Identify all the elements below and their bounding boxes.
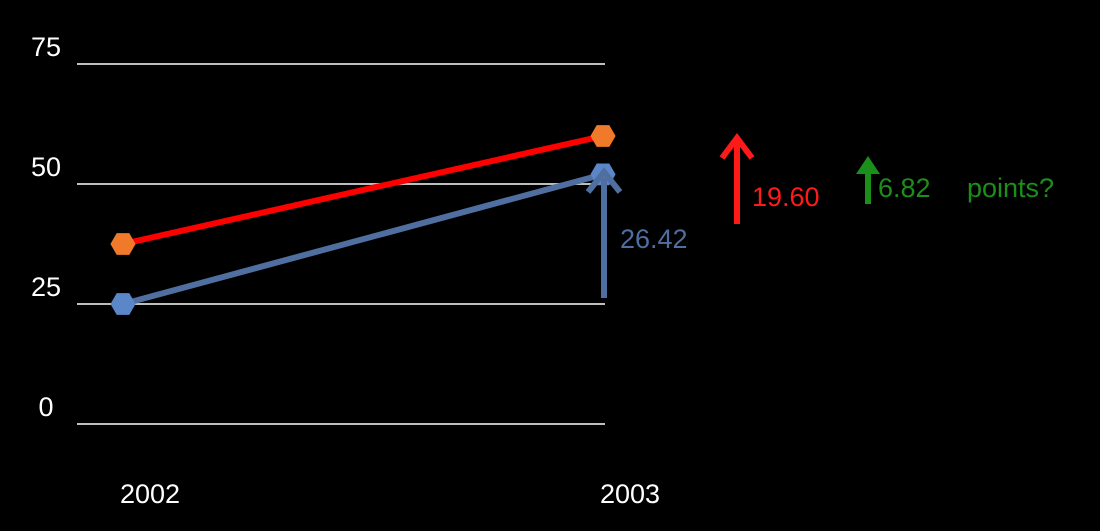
y-tick-label-50: 50 bbox=[31, 152, 61, 182]
series-0-point-2002 bbox=[110, 233, 136, 255]
series-0-point-2003 bbox=[590, 125, 616, 147]
green-change-label: 6.82 bbox=[878, 173, 931, 203]
red-change-annotation: 19.60 bbox=[719, 133, 820, 224]
red-change-label: 19.60 bbox=[752, 182, 820, 212]
series-1-point-2002 bbox=[110, 293, 136, 315]
x-axis-ticks: 2002 2003 bbox=[120, 479, 660, 509]
gridlines bbox=[77, 63, 605, 425]
red-up-arrow-head bbox=[719, 133, 755, 160]
blue-change-annotation: 26.42 bbox=[585, 167, 688, 298]
series-group bbox=[110, 125, 616, 315]
y-tick-label-75: 75 bbox=[31, 32, 61, 62]
x-tick-label-2002: 2002 bbox=[120, 479, 180, 509]
green-note-label: points? bbox=[967, 173, 1054, 203]
series-1-line bbox=[122, 171, 604, 307]
blue-up-arrow-head bbox=[585, 167, 623, 194]
x-tick-label-2003: 2003 bbox=[600, 479, 660, 509]
y-axis-ticks: 0 25 50 75 bbox=[31, 32, 61, 422]
green-change-annotation: 6.82 points? bbox=[856, 156, 1054, 204]
series-0-line bbox=[122, 133, 604, 247]
green-up-arrow-head bbox=[856, 156, 880, 174]
blue-change-label: 26.42 bbox=[620, 224, 688, 254]
y-tick-label-25: 25 bbox=[31, 272, 61, 302]
y-tick-label-0: 0 bbox=[38, 392, 53, 422]
